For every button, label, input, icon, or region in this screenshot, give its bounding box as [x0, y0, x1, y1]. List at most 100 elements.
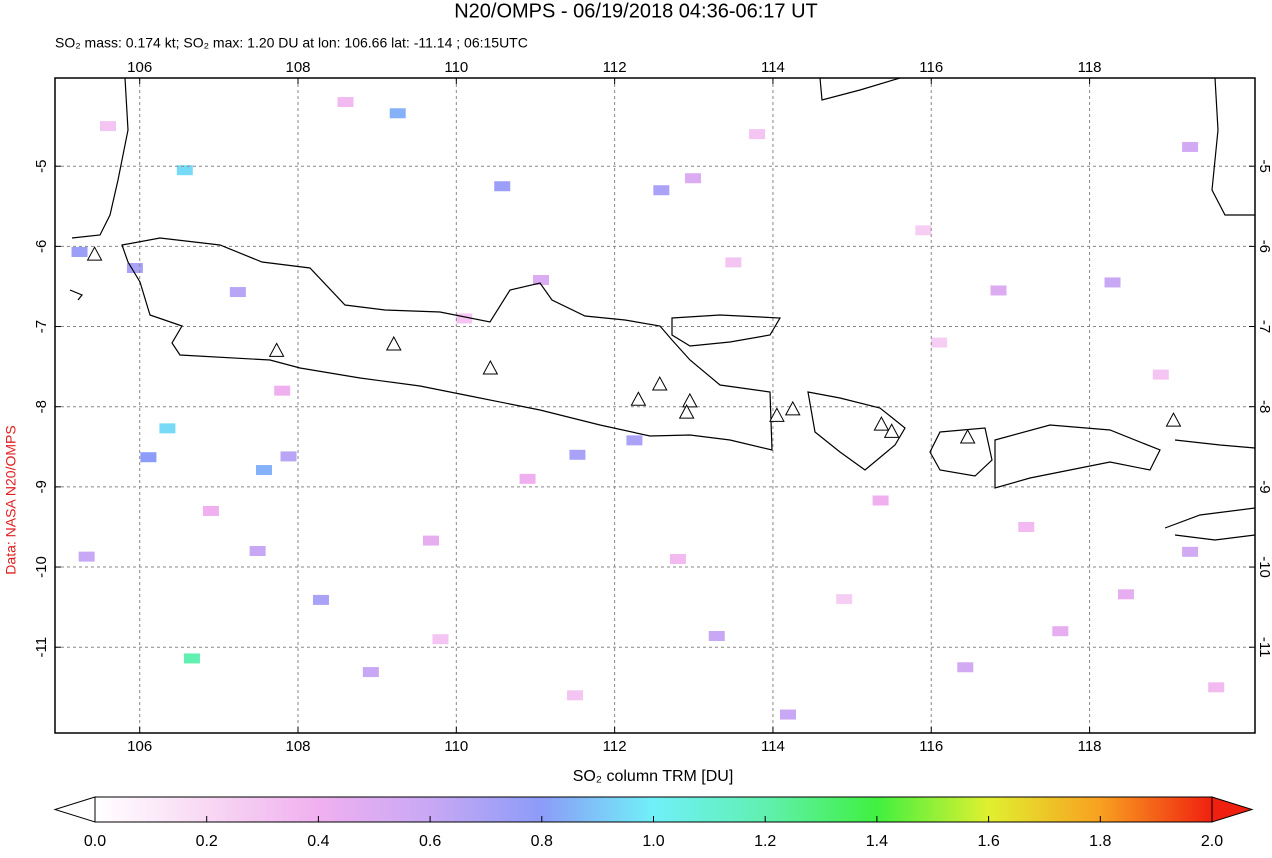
x-tick-label: 116	[919, 738, 943, 755]
so2-pixel	[249, 546, 266, 557]
so2-pixel	[159, 423, 176, 434]
y-tick-label: -10	[1256, 556, 1272, 578]
colorbar-tick-label: 1.6	[977, 833, 999, 850]
volcano-marker	[86, 246, 103, 261]
so2-pixel	[669, 554, 686, 565]
so2-pixel	[836, 594, 853, 605]
y-tick-label: -9	[33, 480, 50, 493]
so2-pixel	[725, 257, 742, 268]
chart-subtitle: SO₂ mass: 0.174 kt; SO₂ max: 1.20 DU at …	[55, 35, 528, 51]
so2-pixel	[1182, 141, 1199, 152]
x-tick-label: 108	[285, 59, 310, 76]
volcano-marker	[784, 400, 801, 416]
colorbar-tick-label: 1.0	[642, 833, 664, 850]
so2-pixel	[684, 173, 701, 184]
y-tick-label: -9	[1256, 480, 1272, 493]
so2-pixel	[140, 452, 157, 463]
so2-pixel	[202, 505, 219, 516]
volcano-marker	[873, 416, 890, 431]
colorbar-tick-label: 0.2	[196, 833, 218, 850]
volcano-marker	[883, 423, 900, 438]
so2-pixel	[915, 225, 932, 236]
so2-pixel	[362, 667, 379, 678]
colorbar-tick-label: 1.4	[866, 833, 888, 850]
x-tick-label: 110	[444, 738, 468, 755]
x-tick-label: 108	[285, 738, 310, 755]
so2-pixel	[957, 662, 974, 673]
so2-pixel	[312, 594, 329, 605]
x-tick-label: 112	[603, 59, 627, 76]
volcano-marker	[482, 359, 499, 375]
so2-pixel	[389, 108, 406, 119]
so2-pixel	[779, 709, 796, 720]
x-tick-label: 106	[127, 738, 152, 755]
coast-sumatra	[69, 78, 129, 301]
x-tick-label: 114	[761, 59, 785, 76]
colorbar-high-arrow	[1211, 796, 1254, 823]
volcano-marker	[630, 391, 647, 406]
volcano-marker	[678, 404, 695, 419]
so2-pixel	[653, 185, 670, 196]
so2-pixel	[337, 97, 354, 108]
y-tick-label: -6	[33, 240, 50, 253]
coastlines	[69, 78, 1255, 541]
so2-pixel	[1018, 521, 1035, 532]
volcano-marker	[959, 428, 976, 444]
coast-flores	[1174, 439, 1255, 449]
colorbar-low-arrow	[53, 796, 96, 823]
so2-pixel	[280, 451, 297, 462]
so2-pixel	[931, 337, 948, 348]
so2-pixel	[533, 275, 550, 286]
map-background	[55, 78, 1255, 733]
volcano-marker	[769, 407, 785, 422]
credit: Data: NASA N20/OMPS	[3, 425, 19, 574]
x-tick-label: 112	[603, 738, 627, 755]
so2-pixel	[71, 246, 88, 257]
y-tick-label: -8	[1256, 400, 1272, 413]
so2-pixel	[176, 165, 193, 176]
x-tick-label: 116	[919, 59, 943, 76]
y-tick-label: -8	[33, 400, 50, 413]
coast-lombok	[929, 427, 993, 477]
volcano-marker	[681, 392, 698, 408]
x-tick-label: 114	[761, 738, 785, 755]
so2-pixel	[1052, 626, 1069, 637]
y-tick-label: -11	[1256, 637, 1272, 658]
so2-pixel	[1208, 682, 1225, 693]
so2-pixel	[567, 690, 584, 701]
x-tick-label: 106	[127, 59, 152, 76]
so2-pixel	[274, 385, 291, 396]
coast-sumbawa	[994, 424, 1161, 489]
so2-pixel	[708, 630, 725, 641]
so2-pixel	[1152, 369, 1169, 380]
volcano-layer	[86, 246, 1182, 444]
so2-pixel	[183, 653, 200, 664]
so2-pixel	[78, 551, 95, 562]
so2-pixel	[1182, 546, 1199, 557]
colorbar-tick-label: 1.8	[1089, 833, 1111, 850]
so2-pixel	[100, 121, 117, 132]
so2-pixel	[494, 181, 511, 192]
volcano-marker	[385, 335, 402, 351]
coast-java	[121, 237, 773, 451]
volcano-marker	[651, 376, 668, 391]
colorbar-tick-label: 1.2	[754, 833, 776, 850]
volcano-marker	[1165, 412, 1182, 427]
y-tick-label: -6	[1256, 240, 1272, 253]
pixel-layer	[71, 97, 1225, 720]
so2-pixel	[749, 129, 766, 140]
colorbar-tick-label: 0.0	[84, 833, 106, 850]
so2-pixel	[569, 449, 586, 460]
colorbar-label: SO₂ column TRM [DU]	[573, 768, 734, 785]
coast-borneo	[819, 78, 1255, 216]
axes: 106 106 108 108 110 110 112 112 114 114 116 116 118 1…	[33, 59, 1272, 755]
coast-madura	[671, 314, 782, 347]
colorbar: 0.0 0.2 0.4 0.6 0.8 1.0 1.2 1.4 1.6 1.8 2.0	[53, 796, 1254, 850]
so2-pixel	[255, 465, 272, 476]
y-tick-label: -10	[33, 556, 50, 578]
chart-title: N20/OMPS - 06/19/2018 04:36-06:17 UT	[454, 0, 818, 22]
coast-bali	[807, 391, 906, 471]
so2-pixel	[1117, 589, 1134, 600]
grid	[55, 78, 1255, 733]
